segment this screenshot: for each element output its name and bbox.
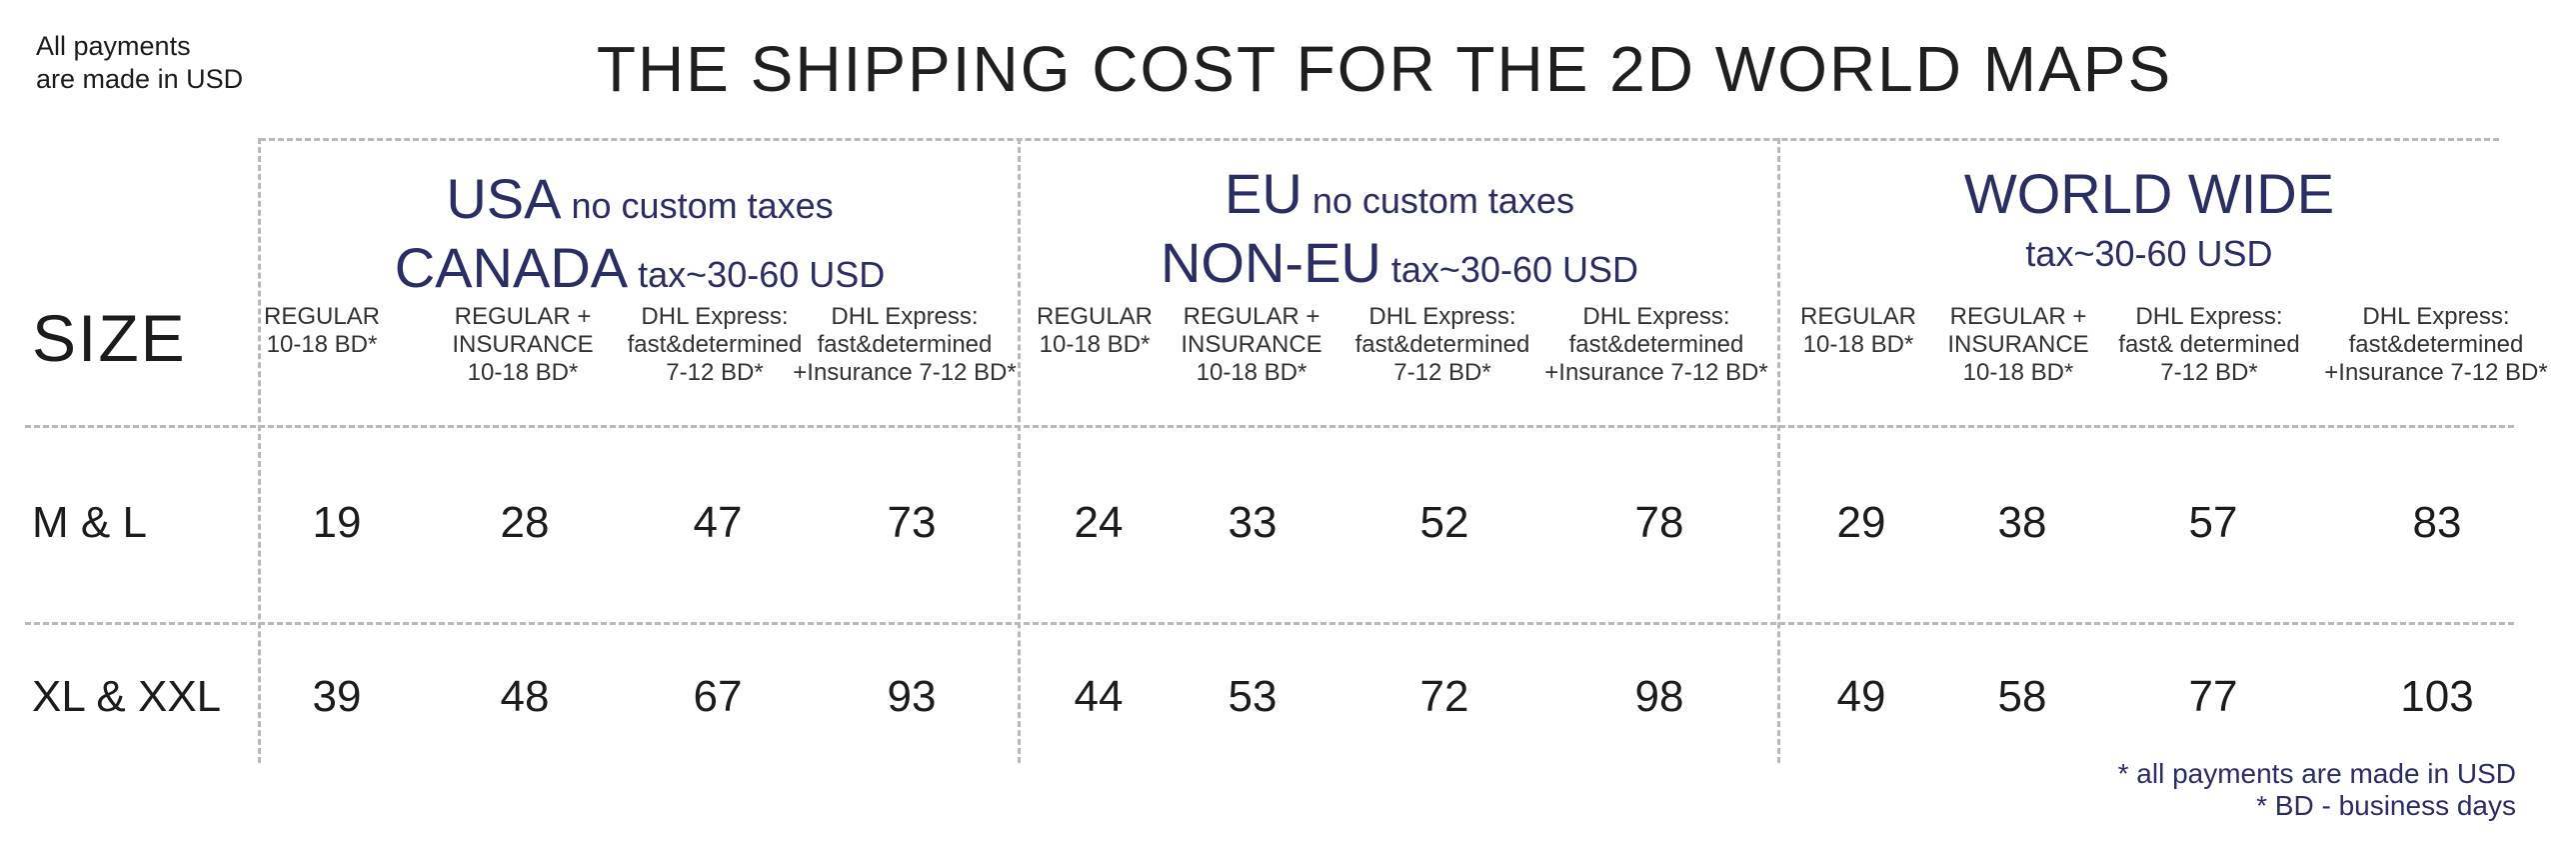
payment-note-line-2: are made in USD	[36, 64, 244, 94]
row-label-m-l: M & L	[32, 498, 147, 547]
method-header-eu-regular: REGULAR 10-18 BD*	[1036, 303, 1154, 358]
size-header: SIZE	[32, 301, 187, 375]
region-name-canada: CANADA	[394, 236, 629, 299]
price-cell: 49	[1836, 672, 1886, 721]
price-cell: 57	[2188, 498, 2238, 547]
column-divider-eu	[1777, 138, 1780, 763]
price-cell: 103	[2400, 672, 2474, 721]
payment-note-line-1: All payments	[36, 31, 191, 61]
header-divider	[25, 425, 2514, 428]
price-cell: 44	[1074, 672, 1124, 721]
method-header-world-dhl-express: DHL Express: fast& determined 7-12 BD*	[2118, 303, 2300, 386]
top-divider	[260, 138, 2499, 141]
region-header-eu: EU no custom taxes NON-EU tax~30-60 USD	[1020, 163, 1779, 301]
price-cell: 19	[312, 498, 362, 547]
price-cell: 29	[1836, 498, 1886, 547]
region-name-eu: EU	[1225, 162, 1302, 225]
method-header-usa-dhl-express: DHL Express: fast&determined 7-12 BD*	[627, 303, 803, 386]
footnotes: * all payments are made in USD * BD - bu…	[2118, 758, 2516, 822]
method-header-eu-dhl-express: DHL Express: fast&determined 7-12 BD*	[1354, 303, 1530, 386]
price-cell: 53	[1228, 672, 1278, 721]
price-cell: 58	[1997, 672, 2047, 721]
method-header-world-dhl-express-insurance: DHL Express: fast&determined +Insurance …	[2324, 303, 2548, 386]
price-cell: 77	[2188, 672, 2238, 721]
method-header-world-regular: REGULAR 10-18 BD*	[1799, 303, 1917, 358]
footnote-bd: * BD - business days	[2256, 790, 2516, 821]
row-label-xl-xxl: XL & XXL	[32, 672, 222, 721]
price-cell: 98	[1634, 672, 1684, 721]
payment-note: All payments are made in USD	[36, 30, 243, 96]
price-cell: 38	[1997, 498, 2047, 547]
region-name-non-eu: NON-EU	[1160, 231, 1381, 294]
method-header-usa-regular: REGULAR 10-18 BD*	[263, 303, 381, 358]
region-header-usa-canada: USA no custom taxes CANADA tax~30-60 USD	[260, 168, 1020, 306]
price-cell: 73	[887, 498, 937, 547]
price-cell: 93	[887, 672, 937, 721]
region-name-world-wide: WORLD WIDE	[1963, 162, 2335, 225]
method-header-eu-dhl-express-insurance: DHL Express: fast&determined +Insurance …	[1544, 303, 1768, 386]
method-header-world-regular-insurance: REGULAR + INSURANCE 10-18 BD*	[1947, 303, 2089, 386]
column-divider-usa	[1018, 138, 1021, 763]
method-header-usa-dhl-express-insurance: DHL Express: fast&determined +Insurance …	[793, 303, 1017, 386]
region-header-world-wide: WORLD WIDE tax~30-60 USD	[1779, 163, 2519, 276]
region-tax-non-eu: tax~30-60 USD	[1380, 249, 1639, 290]
price-cell: 83	[2412, 498, 2462, 547]
price-cell: 52	[1419, 498, 1469, 547]
price-cell: 24	[1074, 498, 1124, 547]
row-divider	[25, 622, 2514, 625]
column-divider-size	[258, 138, 261, 763]
price-cell: 39	[312, 672, 362, 721]
price-cell: 47	[693, 498, 743, 547]
method-header-eu-regular-insurance: REGULAR + INSURANCE 10-18 BD*	[1181, 303, 1322, 386]
region-name-usa: USA	[446, 167, 562, 230]
method-header-usa-regular-insurance: REGULAR + INSURANCE 10-18 BD*	[452, 303, 594, 386]
price-cell: 78	[1634, 498, 1684, 547]
region-tax-world-wide: tax~30-60 USD	[2025, 233, 2273, 274]
price-cell: 48	[500, 672, 550, 721]
price-cell: 72	[1419, 672, 1469, 721]
price-cell: 67	[693, 672, 743, 721]
price-cell: 33	[1228, 498, 1278, 547]
footnote-usd: * all payments are made in USD	[2117, 758, 2516, 789]
region-tax-eu: no custom taxes	[1301, 180, 1574, 221]
region-tax-usa: no custom taxes	[561, 185, 834, 226]
price-cell: 28	[500, 498, 550, 547]
page-title: THE SHIPPING COST FOR THE 2D WORLD MAPS	[596, 33, 2173, 105]
region-tax-canada: tax~30-60 USD	[628, 254, 886, 295]
